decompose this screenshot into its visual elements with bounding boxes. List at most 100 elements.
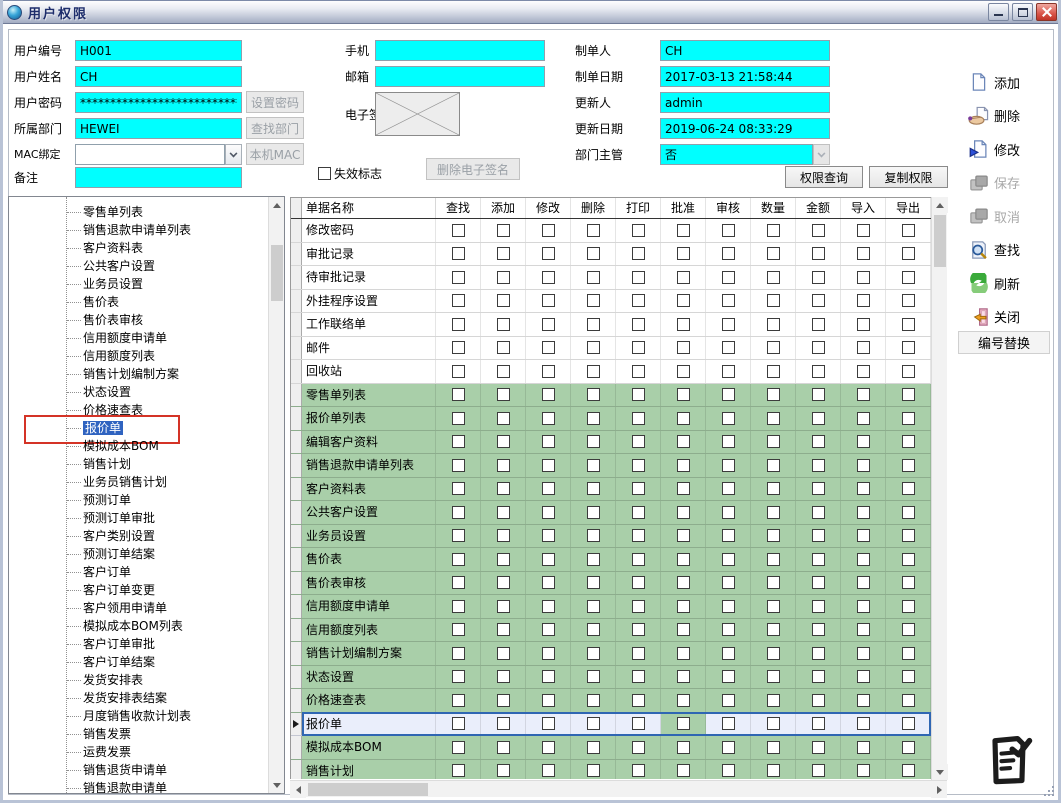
perm-checkbox[interactable]: [811, 576, 825, 590]
table-vscrollbar-thumb[interactable]: [934, 215, 946, 267]
perm-checkbox[interactable]: [541, 646, 555, 660]
perm-checkbox[interactable]: [541, 247, 555, 261]
perm-checkbox[interactable]: [811, 646, 825, 660]
perm-checkbox[interactable]: [721, 529, 735, 543]
perm-checkbox[interactable]: [631, 482, 645, 496]
perm-checkbox[interactable]: [811, 388, 825, 402]
perm-checkbox[interactable]: [451, 646, 465, 660]
perm-checkbox[interactable]: [676, 388, 690, 402]
perm-checkbox[interactable]: [901, 505, 915, 519]
find-department-button[interactable]: 查找部门: [246, 117, 304, 139]
close-button[interactable]: [1036, 3, 1057, 21]
perm-checkbox[interactable]: [676, 411, 690, 425]
perm-checkbox[interactable]: [811, 482, 825, 496]
department-field[interactable]: [75, 118, 242, 139]
user-name-field[interactable]: [75, 66, 242, 87]
perm-checkbox[interactable]: [496, 341, 510, 355]
perm-checkbox[interactable]: [541, 693, 555, 707]
perm-checkbox[interactable]: [766, 223, 780, 237]
scroll-up-button[interactable]: [269, 197, 284, 213]
perm-checkbox[interactable]: [856, 458, 870, 472]
table-row[interactable]: 公共客户设置: [291, 501, 931, 525]
perm-checkbox[interactable]: [901, 576, 915, 590]
scroll-down-button[interactable]: [932, 764, 948, 780]
perm-checkbox[interactable]: [901, 247, 915, 261]
perm-checkbox[interactable]: [586, 482, 600, 496]
perm-checkbox[interactable]: [811, 764, 825, 778]
tree-item-selected[interactable]: 报价单: [9, 415, 268, 444]
perm-checkbox[interactable]: [676, 458, 690, 472]
perm-checkbox[interactable]: [856, 364, 870, 378]
perm-checkbox[interactable]: [901, 223, 915, 237]
perm-checkbox[interactable]: [496, 411, 510, 425]
perm-checkbox[interactable]: [901, 294, 915, 308]
perm-checkbox[interactable]: [631, 646, 645, 660]
perm-checkbox[interactable]: [811, 341, 825, 355]
perm-checkbox[interactable]: [901, 693, 915, 707]
perm-checkbox[interactable]: [631, 317, 645, 331]
perm-checkbox[interactable]: [541, 388, 555, 402]
invalid-flag-checkbox[interactable]: [318, 167, 331, 180]
perm-checkbox[interactable]: [856, 482, 870, 496]
tree-item[interactable]: 销售计划编制方案: [9, 365, 268, 383]
table-row[interactable]: 零售单列表: [291, 383, 931, 407]
perm-checkbox[interactable]: [856, 623, 870, 637]
local-mac-button[interactable]: 本机MAC: [246, 143, 304, 165]
tree-item[interactable]: 客户订单: [9, 563, 268, 581]
tree-item[interactable]: 预测订单: [9, 491, 268, 509]
perm-checkbox[interactable]: [451, 364, 465, 378]
mac-binding-dropdown-button[interactable]: [225, 144, 242, 165]
table-row[interactable]: 外挂程序设置: [291, 289, 931, 313]
perm-checkbox[interactable]: [721, 294, 735, 308]
perm-checkbox[interactable]: [811, 740, 825, 754]
perm-checkbox[interactable]: [496, 270, 510, 284]
perm-checkbox[interactable]: [496, 505, 510, 519]
toolbar-add-button[interactable]: 添加: [968, 68, 1054, 96]
dept-manager-dropdown-button[interactable]: [813, 144, 830, 165]
perm-checkbox[interactable]: [586, 458, 600, 472]
perm-checkbox[interactable]: [451, 623, 465, 637]
perm-checkbox[interactable]: [766, 646, 780, 660]
delete-signature-button[interactable]: 删除电子签名: [426, 158, 520, 180]
create-date-field[interactable]: [660, 66, 830, 87]
table-row[interactable]: 销售退款申请单列表: [291, 454, 931, 478]
perm-checkbox[interactable]: [496, 317, 510, 331]
perm-checkbox[interactable]: [676, 482, 690, 496]
toolbar-close-button[interactable]: 关闭: [968, 303, 1054, 331]
perm-checkbox[interactable]: [541, 458, 555, 472]
perm-checkbox[interactable]: [631, 435, 645, 449]
perm-checkbox[interactable]: [811, 529, 825, 543]
perm-checkbox[interactable]: [631, 764, 645, 778]
perm-checkbox[interactable]: [451, 435, 465, 449]
remark-field[interactable]: [75, 167, 242, 188]
perm-checkbox[interactable]: [856, 693, 870, 707]
perm-checkbox[interactable]: [496, 458, 510, 472]
perm-checkbox[interactable]: [811, 458, 825, 472]
perm-checkbox[interactable]: [901, 599, 915, 613]
perm-checkbox[interactable]: [586, 364, 600, 378]
perm-checkbox[interactable]: [631, 623, 645, 637]
perm-checkbox[interactable]: [721, 646, 735, 660]
perm-checkbox[interactable]: [586, 341, 600, 355]
perm-checkbox[interactable]: [721, 270, 735, 284]
perm-checkbox[interactable]: [901, 646, 915, 660]
perm-checkbox[interactable]: [496, 552, 510, 566]
perm-checkbox[interactable]: [766, 693, 780, 707]
minimize-button[interactable]: [988, 3, 1009, 21]
perm-checkbox[interactable]: [586, 576, 600, 590]
perm-checkbox[interactable]: [766, 505, 780, 519]
tree-item[interactable]: 售价表: [9, 293, 268, 311]
perm-checkbox[interactable]: [631, 670, 645, 684]
perm-checkbox[interactable]: [496, 482, 510, 496]
perm-checkbox[interactable]: [676, 623, 690, 637]
tree-item[interactable]: 信用额度申请单: [9, 329, 268, 347]
tree-item[interactable]: 销售退款申请单列表: [9, 221, 268, 239]
perm-checkbox[interactable]: [766, 623, 780, 637]
tree-item[interactable]: 客户订单审批: [9, 635, 268, 653]
table-hscrollbar-thumb[interactable]: [308, 783, 428, 796]
perm-checkbox[interactable]: [451, 388, 465, 402]
email-field[interactable]: [375, 66, 545, 87]
perm-checkbox[interactable]: [856, 435, 870, 449]
perm-checkbox[interactable]: [586, 435, 600, 449]
perm-checkbox[interactable]: [856, 576, 870, 590]
